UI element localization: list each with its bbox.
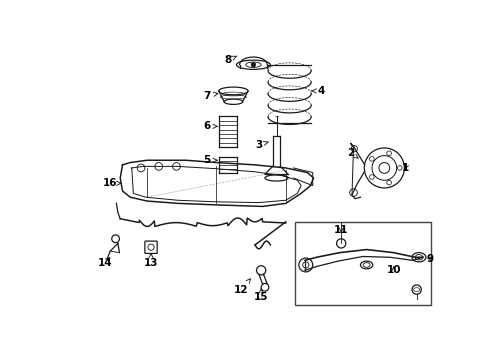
Text: 1: 1	[401, 163, 409, 173]
Text: 14: 14	[98, 258, 112, 267]
Text: 9: 9	[427, 254, 434, 264]
Text: 11: 11	[334, 225, 348, 235]
Text: 12: 12	[234, 279, 250, 294]
Text: 15: 15	[254, 289, 269, 302]
Circle shape	[251, 62, 256, 67]
Text: 16: 16	[103, 178, 121, 188]
Text: 13: 13	[144, 254, 158, 267]
Text: 4: 4	[312, 86, 325, 96]
Text: 3: 3	[255, 140, 268, 150]
Text: 8: 8	[224, 55, 237, 65]
Bar	[295, 222, 431, 305]
Text: 2: 2	[347, 148, 358, 158]
Text: 5: 5	[204, 155, 217, 165]
Text: 6: 6	[204, 121, 217, 131]
Text: 7: 7	[203, 91, 218, 100]
Text: 10: 10	[386, 265, 401, 275]
